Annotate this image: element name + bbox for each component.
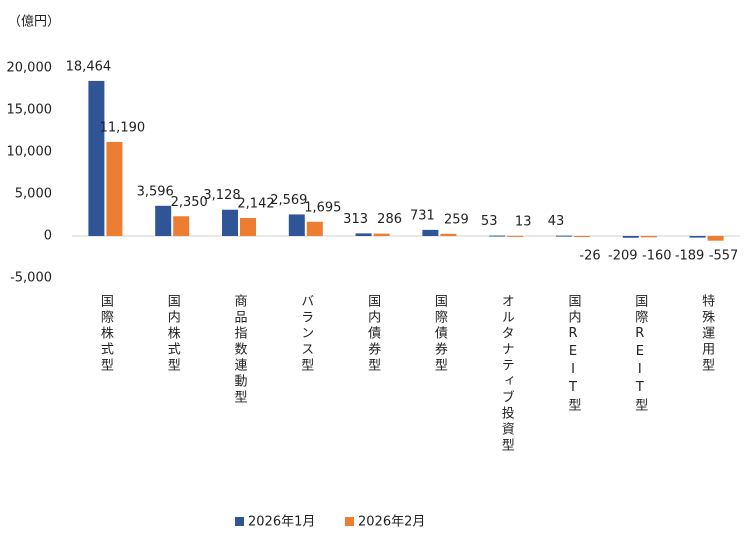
- value-label: 2,350: [171, 195, 208, 210]
- y-tick-label: 15,000: [7, 103, 53, 118]
- legend-swatch: [235, 517, 244, 526]
- value-label: -557: [709, 249, 739, 264]
- bar: [373, 233, 390, 236]
- x-tick-label: 商品指数連動型: [232, 294, 248, 406]
- bar: [622, 236, 639, 238]
- bar: [106, 142, 123, 236]
- value-label: -160: [642, 249, 672, 264]
- bar: [355, 233, 372, 236]
- bar: [489, 235, 506, 237]
- x-tick-label: 国内株式型: [165, 294, 181, 374]
- bar: [507, 235, 524, 237]
- x-tick-label: 国際株式型: [98, 294, 114, 374]
- x-tick-label: 国際REIT型: [632, 294, 648, 414]
- y-tick-label: 20,000: [7, 61, 53, 76]
- x-tick-label: 国際債券型: [432, 294, 448, 374]
- bar: [556, 235, 572, 237]
- value-label: 2,142: [237, 197, 274, 212]
- legend-label: 2026年1月: [248, 515, 315, 530]
- legend-swatch: [345, 517, 354, 526]
- bar: [707, 236, 724, 241]
- bar: [440, 233, 457, 236]
- value-label: 53: [481, 214, 498, 229]
- value-label: 1,695: [304, 200, 341, 215]
- x-tick-label: バランス型: [298, 294, 314, 374]
- y-tick-label: 5,000: [15, 187, 52, 202]
- bar: [689, 236, 706, 238]
- bar: [155, 205, 172, 236]
- y-tick-label: -5,000: [10, 271, 52, 286]
- value-label: 11,190: [100, 121, 146, 136]
- x-tick-label: 国内債券型: [365, 294, 381, 374]
- value-label: -189: [675, 249, 705, 264]
- value-label: 259: [444, 212, 469, 227]
- value-label: -209: [608, 249, 638, 264]
- value-label: 3,596: [137, 184, 174, 199]
- bar: [306, 221, 323, 236]
- bar: [222, 209, 238, 236]
- bar: [288, 214, 305, 236]
- x-tick-label: オルタナティブ投資型: [499, 294, 515, 454]
- y-tick-label: 10,000: [7, 145, 53, 160]
- bar: [574, 236, 590, 237]
- value-label: 2,569: [270, 193, 307, 208]
- bar: [173, 216, 190, 236]
- x-tick-label: 国内REIT型: [566, 294, 582, 414]
- x-tick-label: 特殊運用型: [699, 294, 715, 374]
- value-label: 18,464: [66, 59, 112, 74]
- bar: [240, 218, 256, 236]
- value-label: 286: [377, 212, 402, 227]
- bar: [422, 229, 439, 236]
- y-unit-label: （億円）: [8, 14, 60, 30]
- value-label: -26: [579, 249, 600, 264]
- legend-label: 2026年2月: [358, 515, 425, 530]
- value-label: 313: [343, 212, 368, 227]
- value-label: 13: [515, 214, 532, 229]
- y-tick-label: 0: [44, 229, 52, 244]
- value-label: 43: [548, 214, 565, 229]
- value-label: 3,128: [203, 188, 240, 203]
- bar: [88, 80, 105, 236]
- value-label: 731: [410, 208, 435, 223]
- bar: [640, 236, 657, 238]
